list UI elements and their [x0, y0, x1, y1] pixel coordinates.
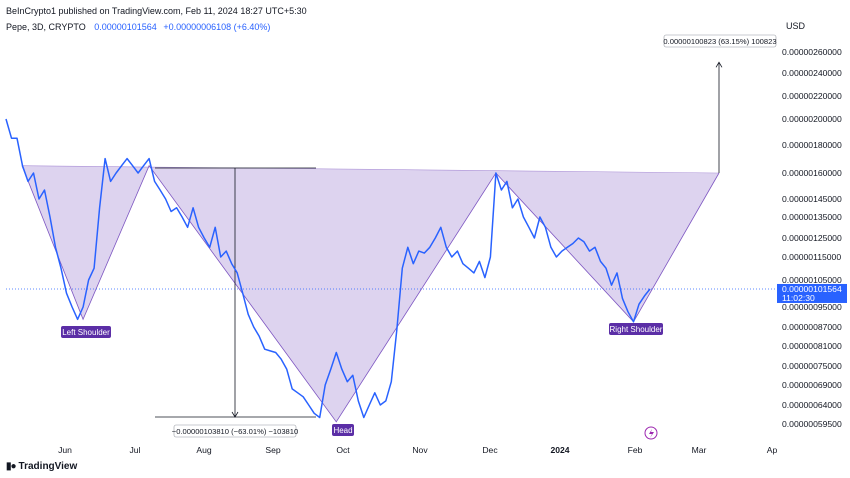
right-shoulder-label-bg [609, 323, 663, 335]
symbol-title: Pepe, 3D, CRYPTO [6, 22, 86, 32]
y-tick-label: 0.00000095000 [782, 302, 842, 312]
head-label-bg [332, 424, 354, 436]
last-price: 0.00000101564 [94, 22, 157, 32]
y-tick-label: 0.00000087000 [782, 322, 842, 332]
lightning-icon-bolt [649, 429, 654, 438]
left-shoulder-label-text: Left Shoulder [62, 328, 110, 337]
drop-measure-box: −0.00000103810 (−63.01%) −103810 [172, 424, 298, 438]
current-price-bg [777, 283, 847, 303]
y-tick-label: 0.00000200000 [782, 114, 842, 124]
left-shoulder-label-bg [61, 326, 111, 338]
symbol-legend[interactable]: Pepe, 3D, CRYPTO 0.00000101564 +0.000000… [6, 22, 270, 32]
pattern-fill [22, 165, 719, 422]
head-label-text: Head [333, 426, 352, 435]
target-measure-bg [663, 34, 777, 48]
pattern-labels: Left Shoulder Head Right Shoulder [61, 323, 663, 436]
head-and-shoulders-pattern [21, 164, 720, 423]
x-tick-label: Sep [265, 445, 281, 455]
tradingview-logo-text: TradingView [18, 461, 78, 472]
x-tick-label: Jul [130, 445, 141, 455]
price-series [5, 118, 778, 419]
x-tick-label: Aug [196, 445, 212, 455]
target-arrow-head [715, 61, 723, 68]
y-tick-label: 0.00000075000 [782, 361, 842, 371]
y-tick-label: 0.00000125000 [782, 233, 842, 243]
x-tick-label: Ap [767, 445, 778, 455]
x-tick-label: 2024 [550, 445, 569, 455]
x-tick-label: Dec [482, 445, 498, 455]
current-price-value: 0.00000101564 [782, 284, 842, 294]
x-tick-label: Oct [336, 445, 350, 455]
price-axis[interactable]: 0.00000260000 0.00000240000 0.00000220000 0… [777, 47, 847, 429]
x-tick-label: Jun [58, 445, 72, 455]
x-tick-label: Mar [692, 445, 707, 455]
measure-tools: 0.00000100823 (63.15%) 100823 −0.00000103… [155, 34, 777, 438]
y-tick-label: 0.00000059500 [782, 419, 842, 429]
drop-measure-bg [173, 424, 297, 438]
left-shoulder-label: Left Shoulder [61, 326, 111, 338]
right-shoulder-label: Right Shoulder [609, 323, 663, 335]
y-tick-label: 0.00000135000 [782, 212, 842, 222]
price-line [5, 118, 651, 419]
price-change: +0.00000006108 (+6.40%) [163, 22, 271, 32]
y-tick-label: 0.00000240000 [782, 68, 842, 78]
lightning-icon [644, 426, 658, 440]
y-tick-label: 0.00000081000 [782, 341, 842, 351]
head-label: Head [332, 424, 354, 436]
neckline [21, 165, 720, 174]
y-tick-label: 0.00000105000 [782, 275, 842, 285]
y-tick-label: 0.00000145000 [782, 194, 842, 204]
time-axis[interactable]: Jun Jul Aug Sep Oct Nov Dec 2024 Feb Mar Ap [58, 426, 778, 455]
right-shoulder-label-text: Right Shoulder [610, 325, 663, 334]
drop-arrow-head [231, 411, 239, 418]
target-measure-label: 0.00000100823 (63.15%) 100823 [663, 37, 776, 46]
target-measure-box: 0.00000100823 (63.15%) 100823 [663, 34, 777, 48]
publisher-line: BeInCrypto1 published on TradingView.com… [6, 6, 307, 16]
drop-measure-label: −0.00000103810 (−63.01%) −103810 [172, 427, 298, 436]
y-tick-label: 0.00000160000 [782, 168, 842, 178]
y-tick-label: 0.00000220000 [782, 91, 842, 101]
y-tick-label: 0.00000069000 [782, 380, 842, 390]
y-tick-label: 0.00000064000 [782, 400, 842, 410]
tradingview-logo-icon: ▮● [6, 461, 17, 472]
y-tick-label: 0.00000180000 [782, 140, 842, 150]
x-tick-label: Feb [628, 445, 643, 455]
y-tick-label: 0.00000260000 [782, 47, 842, 57]
y-tick-label: 0.00000115000 [782, 252, 841, 262]
countdown-value: 11:02:30 [782, 293, 815, 303]
x-tick-label: Nov [412, 445, 428, 455]
tradingview-logo[interactable]: ▮● TradingView [6, 461, 77, 472]
currency-label[interactable]: USD [786, 21, 806, 31]
